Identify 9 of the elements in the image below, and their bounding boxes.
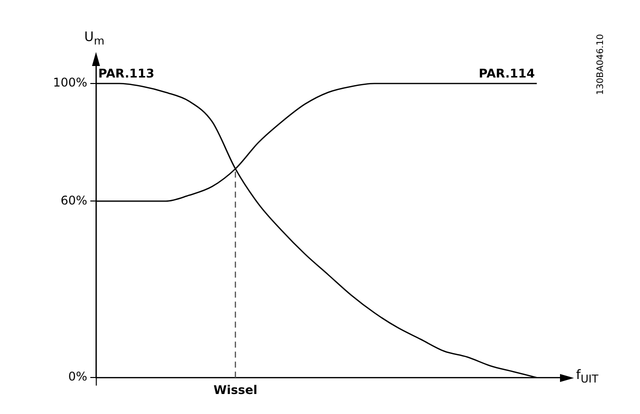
y-axis-title: U$_{m}$ <box>84 30 104 48</box>
text: 130BA046.10 <box>596 34 606 95</box>
y-tick-label: 0% <box>68 370 88 384</box>
series-label: PAR.114 <box>478 66 535 81</box>
x-axis-title: f$_{UIT}$ <box>576 368 598 386</box>
y-tick-label: 100% <box>52 76 88 90</box>
series-label: PAR.113 <box>98 66 154 81</box>
x-tick-label: Wissel <box>213 382 258 397</box>
y-tick-label: 60% <box>60 193 88 208</box>
